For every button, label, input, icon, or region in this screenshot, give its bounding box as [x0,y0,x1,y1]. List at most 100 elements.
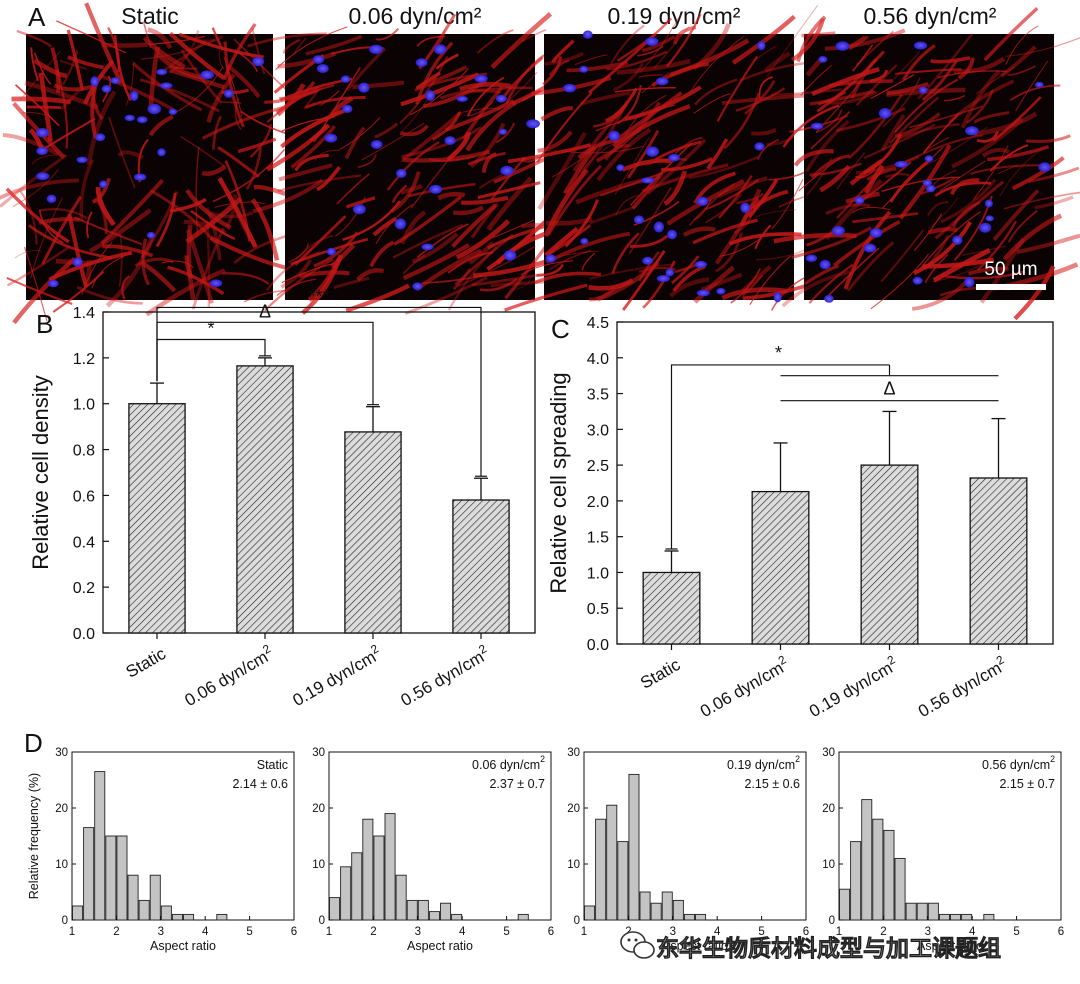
actin-fiber [2,133,59,156]
actin-fiber [43,118,96,150]
histogram-bar [83,827,95,921]
actin-fiber [278,163,333,182]
actin-fiber [579,90,631,106]
actin-fiber [952,200,981,228]
x-category-label: 0.06 dyn/cm2 [180,641,277,710]
nucleus [394,218,407,230]
nucleus [608,130,620,141]
actin-fiber [881,146,944,209]
actin-fiber [957,57,975,80]
actin-fiber [673,25,697,45]
actin-fiber [809,89,875,106]
nucleus [425,90,435,101]
watermark-text: 东华生物质材料成型与加工课题组 [656,935,1001,961]
actin-fiber [148,114,174,137]
histogram-bar [639,891,651,921]
y-tick-label: 0.4 [73,534,95,551]
actin-fiber [183,219,227,236]
actin-fiber [731,14,796,65]
actin-fiber [173,66,224,115]
legend-title: 0.19 dyn/cm2 [727,754,800,772]
actin-fiber [611,232,640,275]
actin-fiber [622,249,666,311]
x-category-label: 0.19 dyn/cm2 [288,641,385,710]
actin-fiber [1009,84,1061,101]
actin-fiber [38,209,64,244]
actin-fiber [551,135,609,178]
y-tick-label: 30 [567,747,580,759]
actin-fiber [375,28,400,41]
actin-fiber [628,186,672,255]
actin-fiber [31,154,68,165]
x-category-label: 0.56 dyn/cm2 [396,641,493,710]
x-tick-label: 4 [714,926,721,938]
nucleus [94,133,106,142]
actin-fiber [692,218,758,245]
actin-fiber [606,50,668,71]
actin-fiber [1011,156,1065,191]
actin-fiber [1034,195,1074,210]
actin-fiber [459,81,512,92]
x-tick-label: 5 [758,926,764,938]
y-tick-label: 20 [567,803,580,815]
plot-frame [102,311,536,634]
actin-fiber [0,178,79,200]
actin-fiber [758,76,774,99]
actin-fiber [401,149,491,163]
actin-fiber [39,208,88,220]
nucleus [655,77,669,86]
actin-fiber [447,251,494,274]
nucleus [412,282,423,291]
nucleus [157,148,166,157]
nucleus [252,56,265,67]
nucleus [965,126,979,136]
y-tick-label: 20 [822,803,835,815]
actin-fiber [12,168,59,208]
actin-fiber [145,268,226,317]
actin-fiber [970,164,1044,175]
bar [969,477,1028,645]
actin-fiber [819,164,851,193]
actin-fiber [275,26,348,70]
actin-layer [770,7,1080,321]
legend-title-main: Static [257,758,288,772]
nucleus [819,259,831,270]
y-axis-title: Relative cell spreading [546,372,571,593]
actin-fiber [237,137,277,154]
histogram-bar [440,902,452,921]
actin-fiber [12,257,77,325]
actin-fiber [339,117,381,150]
actin-fiber [852,212,919,224]
actin-fiber [400,98,429,133]
actin-fiber [95,186,116,227]
significance-label: Δ [259,301,271,321]
actin-fiber [316,165,341,192]
nucleus [498,128,508,135]
actin-fiber [206,221,211,307]
nucleus [76,156,88,163]
nucleus [913,41,928,50]
actin-fiber [967,266,1009,276]
actin-fiber [832,220,901,267]
nucleus [924,155,934,163]
actin-fiber [67,214,88,288]
actin-fiber [682,226,716,237]
actin-fiber [411,232,459,264]
x-tick-label: 3 [415,926,421,938]
actin-fiber [1028,166,1080,183]
nucleus [500,165,514,176]
actin-fiber [16,29,53,48]
histogram-bar [695,913,707,921]
actin-fiber [614,137,650,195]
actin-fiber [400,183,424,195]
actin-fiber [402,110,463,161]
actin-fiber [847,35,869,51]
nucleus [563,83,577,93]
actin-fiber [736,192,765,205]
actin-fiber [976,130,999,143]
x-tick-label: 6 [291,926,297,938]
actin-fiber [201,105,285,140]
actin-fiber [26,105,62,110]
histogram-bar [395,874,407,921]
actin-fiber [588,278,634,291]
